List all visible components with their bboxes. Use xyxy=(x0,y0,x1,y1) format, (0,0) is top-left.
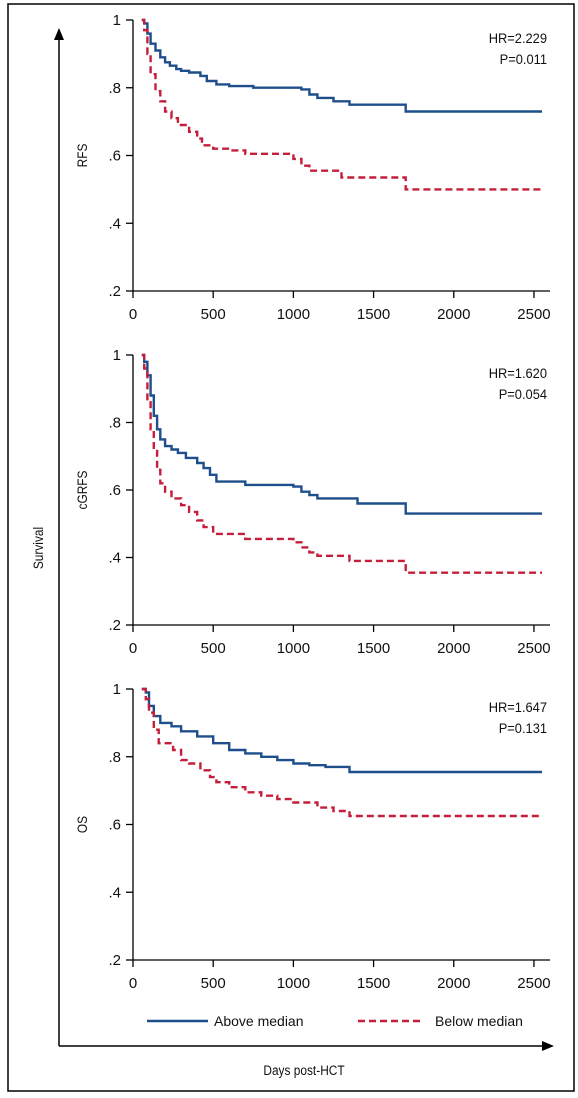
panel-2-y-label: cGRFS xyxy=(74,470,90,509)
panel-2-y-tick-label: .2 xyxy=(108,617,121,634)
panel-1-x-tick-label: 0 xyxy=(129,306,137,323)
legend-label-below: Below median xyxy=(435,1013,523,1029)
panel-3-y-tick-label: .8 xyxy=(108,749,121,766)
panel-3-y-label: OS xyxy=(74,816,90,833)
panel-3-series-above-median xyxy=(141,687,542,774)
outer-x-label: Days post-HCT xyxy=(263,1062,344,1078)
panel-1-x-tick-label: 2500 xyxy=(517,306,550,323)
panel-2-x-tick-label: 1000 xyxy=(277,640,310,657)
panel-2-x-tick-label: 2500 xyxy=(517,640,550,657)
panel-3-y-tick-label: 1 xyxy=(113,681,121,698)
panel-3-annotation-line: HR=1.647 xyxy=(489,700,547,716)
panel-3-annotation-line: P=0.131 xyxy=(499,721,547,737)
panel-2-y-tick-label: 1 xyxy=(113,347,121,364)
panel-1-y-tick-label: 1 xyxy=(113,12,121,29)
panel-1-x-tick-label: 2000 xyxy=(437,306,470,323)
figure-border xyxy=(7,3,575,1092)
legend: Above median Below median xyxy=(147,1013,523,1029)
panel-1-y-label: RFS xyxy=(74,143,90,167)
panel-2-x-tick-label: 1500 xyxy=(357,640,390,657)
panel-3-x-tick-label: 1500 xyxy=(357,975,390,992)
panel-2-y-tick-label: .8 xyxy=(108,415,121,432)
legend-label-above: Above median xyxy=(214,1013,304,1029)
panel-2-y-tick-label: .6 xyxy=(108,482,121,499)
panel-1-y-tick-label: .6 xyxy=(108,148,121,165)
panel-3: .2 .4 .6 .8 1 0 500 1000 1500 2000 2500 OS HR=1.647 P… xyxy=(74,681,551,992)
panel-1-y-tick-label: .2 xyxy=(108,283,121,300)
panel-2-annotation-line: P=0.054 xyxy=(499,387,548,403)
outer-y-arrowhead xyxy=(54,28,64,40)
panel-2-series-above-median xyxy=(141,353,542,515)
panel-2-x-tick-label: 0 xyxy=(129,640,137,657)
outer-x-arrowhead xyxy=(542,1041,554,1051)
panel-2: .2 .4 .6 .8 1 0 500 1000 1500 2000 2500 cGRFS HR=1.6… xyxy=(74,347,551,657)
panels: .2.4.6.810 500 1000 1500 2000 2500RFSHR=2.229… xyxy=(74,12,551,992)
panel-3-x-tick-label: 2000 xyxy=(437,975,470,992)
panel-2-x-tick-label: 2000 xyxy=(437,640,470,657)
panel-3-x-tick-label: 0 xyxy=(129,975,137,992)
panel-1-y-tick-label: .8 xyxy=(108,80,121,97)
panel-3-x-tick-label: 2500 xyxy=(517,975,550,992)
panel-1: .2 .4 .6 .8 1 0 500 1000 1500 2000 2500 RFS HR=2.229… xyxy=(74,12,551,323)
panel-2-y-tick-label: .4 xyxy=(108,550,121,567)
panel-1-x-tick-label: 1000 xyxy=(277,306,310,323)
panel-2-series-below-median xyxy=(141,353,542,574)
outer-y-label: Survival xyxy=(30,527,46,569)
panel-1-annotation-line: HR=2.229 xyxy=(489,31,547,47)
panel-1-x-tick-label: 500 xyxy=(201,306,226,323)
panel-1-y-tick-label: .4 xyxy=(108,215,121,232)
panel-3-x-tick-label: 500 xyxy=(201,975,226,992)
panel-3-y-tick-label: .2 xyxy=(108,952,121,969)
panel-1-series-below-median xyxy=(141,18,542,191)
panel-2-annotation-line: HR=1.620 xyxy=(489,366,547,382)
panel-3-series-below-median xyxy=(141,687,542,818)
panel-1-x-tick-label: 1500 xyxy=(357,306,390,323)
panel-2-x-tick-label: 500 xyxy=(201,640,226,657)
panel-1-annotation-line: P=0.011 xyxy=(500,52,547,68)
panel-3-y-tick-label: .4 xyxy=(108,884,121,901)
panel-3-x-tick-label: 1000 xyxy=(277,975,310,992)
panel-3-y-tick-label: .6 xyxy=(108,817,121,834)
panel-1-series-above-median xyxy=(141,18,542,113)
